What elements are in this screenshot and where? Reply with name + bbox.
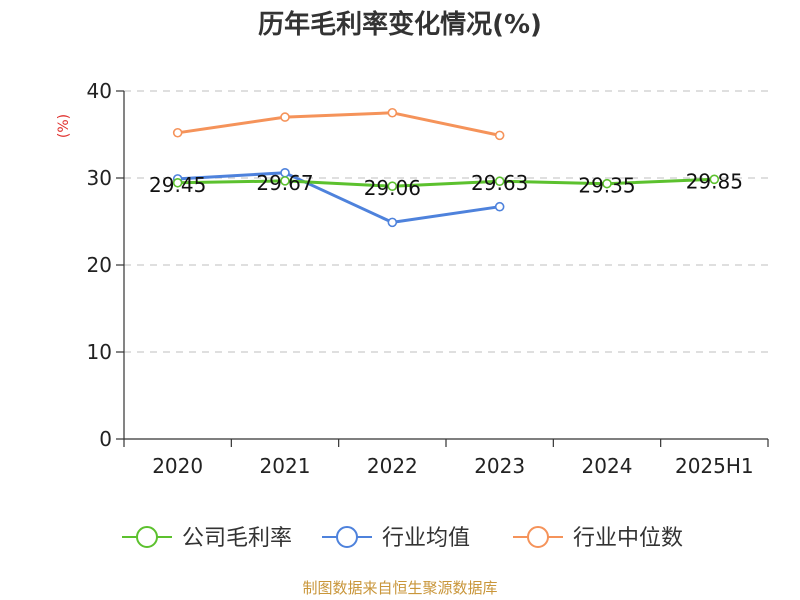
series-1-point-3	[494, 201, 505, 212]
y-axis-label: (%)	[56, 114, 72, 138]
legend-marker-0	[136, 526, 158, 548]
series-0-point-4	[602, 178, 612, 189]
axes	[116, 90, 769, 447]
y-tick-label-4: 40	[87, 79, 112, 103]
series-2-point-2	[387, 107, 398, 118]
legend-marker-1	[336, 526, 358, 548]
series-0-point-1	[280, 176, 290, 186]
series-2-point-1	[280, 112, 290, 122]
series-0-point-3	[494, 176, 505, 187]
series-0-point-0	[172, 177, 183, 188]
series-line-1	[177, 171, 500, 224]
series-2-point-3	[494, 130, 505, 141]
series-2-point-0	[172, 127, 183, 138]
series-group	[172, 107, 720, 228]
x-tick-label-1: 2021	[260, 454, 311, 478]
data-label-4: 29.35	[578, 174, 635, 198]
y-tick-labels: 0 10 20 30 40	[87, 79, 112, 451]
series-1-point-2	[387, 217, 398, 228]
series-line-0	[177, 177, 715, 188]
grid	[124, 90, 768, 353]
y-tick-label-1: 10	[87, 340, 112, 364]
chart-title: 历年毛利率变化情况(%)	[258, 9, 542, 40]
data-label-1: 29.67	[256, 171, 313, 195]
legend-marker-2	[527, 526, 549, 548]
y-tick-label-0: 0	[99, 427, 112, 451]
series-line-2	[177, 111, 501, 137]
source-note: 制图数据来自恒生聚源数据库	[302, 579, 497, 597]
x-tick-labels: 2020 2021 2022 2023 2024 2025H1	[152, 454, 753, 478]
data-labels: 29.45 29.67 29.06 29.63 29.35 29.85	[149, 169, 743, 200]
y-tick-label-3: 30	[87, 166, 112, 190]
legend-label-2: 行业中位数	[573, 526, 683, 551]
legend-label-0: 公司毛利率	[182, 526, 292, 551]
series-0-point-5	[709, 174, 720, 185]
y-tick-label-2: 20	[87, 253, 112, 277]
x-tick-label-3: 2023	[474, 454, 525, 478]
data-label-0: 29.45	[149, 173, 206, 197]
x-tick-label-4: 2024	[582, 454, 633, 478]
legend-label-1: 行业均值	[382, 526, 470, 551]
data-label-5: 29.85	[686, 169, 743, 193]
legend: 公司毛利率 行业均值 行业中位数	[122, 526, 683, 551]
x-tick-label-5: 2025H1	[675, 454, 754, 478]
x-tick-label-0: 2020	[152, 454, 203, 478]
data-label-3: 29.63	[471, 171, 528, 195]
data-label-2: 29.06	[364, 176, 421, 200]
x-tick-label-2: 2022	[367, 454, 418, 478]
series-0-point-2	[387, 181, 398, 191]
